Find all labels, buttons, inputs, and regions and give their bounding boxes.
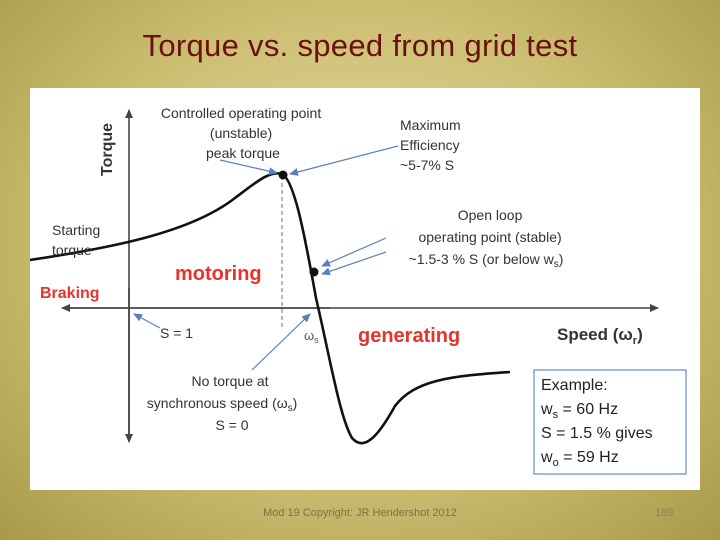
page-number: 189 xyxy=(655,507,674,519)
open-loop-lower-arrow xyxy=(321,251,387,276)
no-torque-arrow xyxy=(251,313,311,371)
example-box xyxy=(533,369,687,475)
diagram-canvas: Torque Speed (ωr) Controlled operating p… xyxy=(30,105,687,475)
generating-label: generating xyxy=(358,325,460,347)
speed-axis-label: Speed (ωr) xyxy=(557,325,643,347)
s-equals-1-arrow xyxy=(133,313,161,329)
torque-speed-curve xyxy=(30,171,511,445)
braking-label: Braking xyxy=(40,285,100,302)
controlled-point-arrow xyxy=(219,159,278,176)
max-efficiency-arrow xyxy=(289,145,399,176)
peak-torque-point xyxy=(278,170,288,180)
torque-speed-diagram: Torque Speed (ωr) Controlled operating p… xyxy=(30,88,700,490)
no-torque-label: No torque at synchronous speed (ωs) S = … xyxy=(147,373,301,433)
motoring-label: motoring xyxy=(175,263,262,285)
open-loop-point xyxy=(309,267,319,277)
controlled-point-label: Controlled operating point (unstable) pe… xyxy=(161,105,325,161)
max-efficiency-label: Maximum Efficiency ~5-7% S xyxy=(400,117,465,173)
slide-title: Torque vs. speed from grid test xyxy=(142,28,578,63)
s-equals-1-label: S = 1 xyxy=(160,325,193,341)
open-loop-upper-arrow xyxy=(321,237,387,267)
starting-torque-label: Starting torque xyxy=(52,222,104,258)
omega-s-label: ωs xyxy=(304,328,319,345)
footer-copyright: Mod 19 Copyright: JR Hendershot 2012 xyxy=(263,507,457,519)
example-text: Example: ws = 60 Hz S = 1.5 % gives wo =… xyxy=(540,377,657,469)
open-loop-label: Open loop operating point (stable) ~1.5-… xyxy=(409,207,566,270)
torque-axis-label: Torque xyxy=(99,123,116,176)
